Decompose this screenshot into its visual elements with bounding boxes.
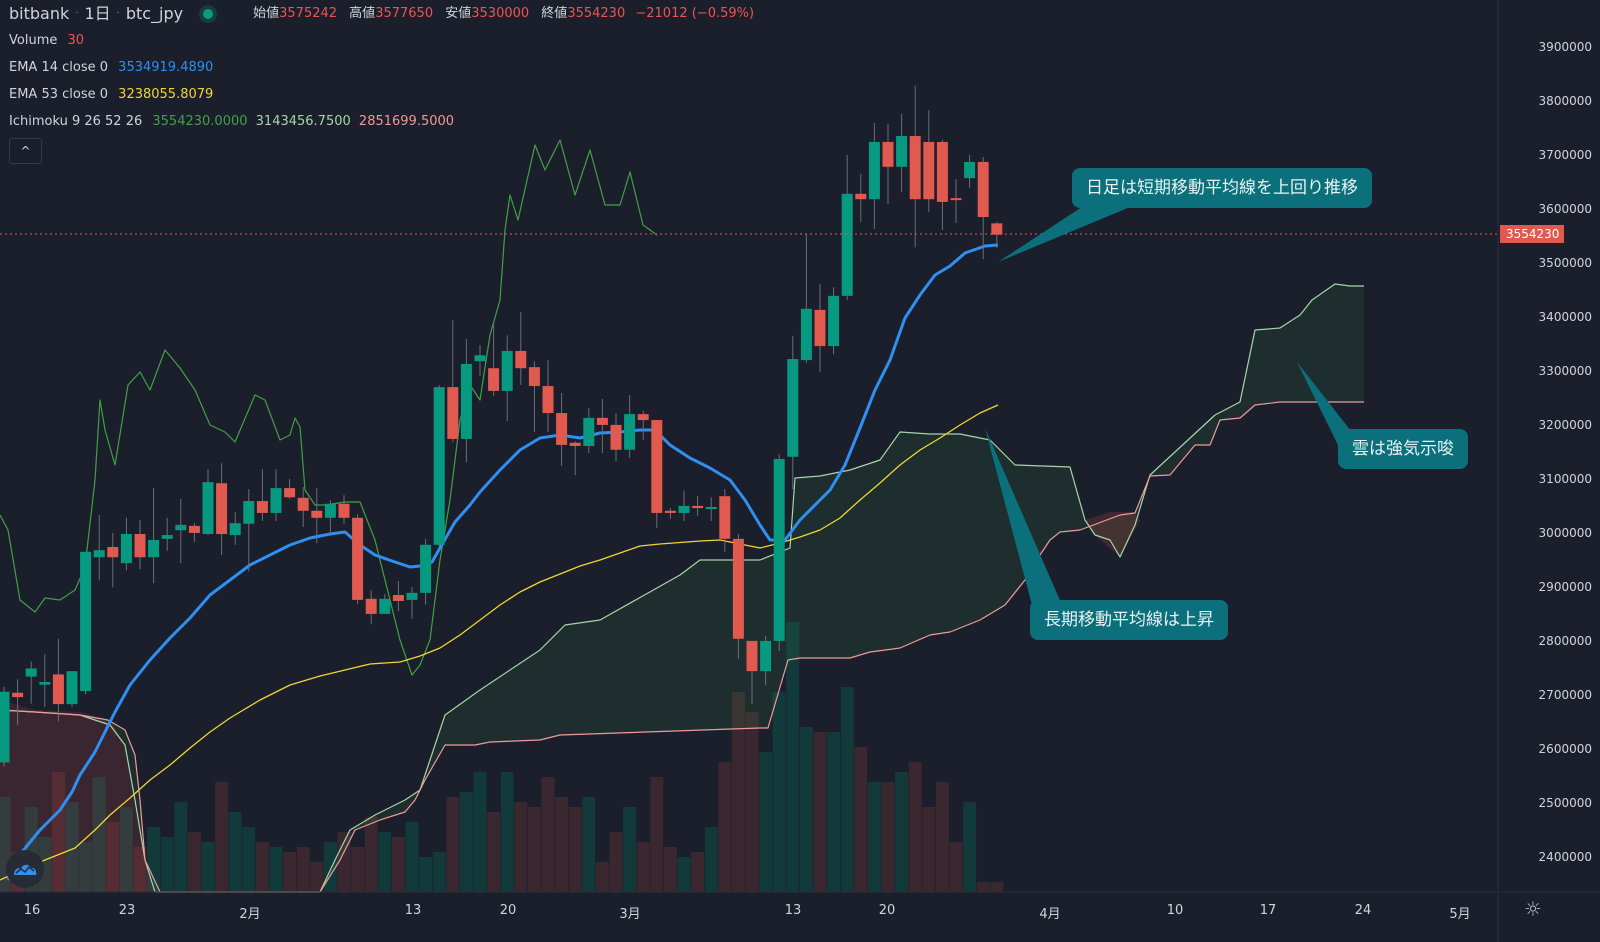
- time-axis-label: 17: [1259, 903, 1277, 918]
- settings-gear-icon[interactable]: ☼: [1524, 897, 1542, 921]
- price-axis-label: 2500000: [1538, 796, 1592, 810]
- time-axis-label: 2月: [239, 907, 261, 922]
- symbol-header[interactable]: bitbank · 1日 · btc_jpy 始値3575242 高値35776…: [9, 0, 754, 27]
- low-value: 3530000: [471, 6, 530, 21]
- legend-ichimoku[interactable]: Ichimoku 9 26 52 26 3554230.0000 3143456…: [9, 114, 455, 129]
- price-axis-label: 2600000: [1538, 742, 1592, 756]
- price-axis-label: 3600000: [1538, 202, 1592, 216]
- interval[interactable]: 1日: [84, 4, 111, 23]
- price-axis-label: 3100000: [1538, 472, 1592, 486]
- change-value: −21012 (−0.59%): [635, 6, 755, 21]
- annotation-short-ema[interactable]: 日足は短期移動平均線を上回り推移: [1072, 168, 1372, 208]
- symbol-name: btc_jpy: [125, 4, 184, 23]
- high-value: 3577650: [375, 6, 434, 21]
- collapse-legend-button[interactable]: ^: [9, 138, 42, 164]
- price-axis-label: 3000000: [1538, 526, 1592, 540]
- time-axis-label: 20: [878, 903, 896, 918]
- price-axis-label: 2700000: [1538, 688, 1592, 702]
- legend-ema53[interactable]: EMA 53 close 0 3238055.8079: [9, 87, 214, 102]
- chart-legend: bitbank · 1日 · btc_jpy 始値3575242 高値35776…: [9, 0, 754, 135]
- price-axis-label: 2800000: [1538, 634, 1592, 648]
- time-axis-label: 13: [784, 903, 802, 918]
- ohlc-values: 始値3575242 高値3577650 安値3530000 終値3554230 …: [253, 6, 755, 21]
- close-value: 3554230: [567, 6, 626, 21]
- price-axis-label: 2900000: [1538, 580, 1592, 594]
- open-value: 3575242: [279, 6, 338, 21]
- tradingview-logo-icon[interactable]: [6, 850, 44, 888]
- annotation-cloud[interactable]: 雲は強気示唆: [1338, 429, 1468, 469]
- market-status-icon: [203, 8, 214, 19]
- ichimoku-cloud: [0, 284, 1364, 892]
- time-axis-label: 5月: [1449, 907, 1471, 922]
- time-axis-label: 16: [23, 903, 41, 918]
- last-price-tag: 3554230: [1500, 225, 1564, 243]
- price-axis-label: 2400000: [1538, 850, 1592, 864]
- candlesticks: [0, 85, 1003, 767]
- annotation-long-ema[interactable]: 長期移動平均線は上昇: [1030, 600, 1228, 640]
- price-axis-label: 3400000: [1538, 310, 1592, 324]
- price-axis-label: 3700000: [1538, 148, 1592, 162]
- time-axis-label: 24: [1354, 903, 1372, 918]
- time-axis-label: 4月: [1039, 907, 1061, 922]
- volume-bars: [0, 622, 1004, 892]
- time-axis-label: 3月: [619, 907, 641, 922]
- time-axis-label: 13: [404, 903, 422, 918]
- legend-ema14[interactable]: EMA 14 close 0 3534919.4890: [9, 60, 214, 75]
- price-axis-label: 3500000: [1538, 256, 1592, 270]
- price-axis-label: 3900000: [1538, 40, 1592, 54]
- legend-volume[interactable]: Volume 30: [9, 33, 85, 48]
- exchange-name: bitbank: [9, 4, 70, 23]
- price-axis-label: 3200000: [1538, 418, 1592, 432]
- chevron-up-icon: ^: [20, 144, 31, 158]
- price-axis-label: 3300000: [1538, 364, 1592, 378]
- time-axis-label: 10: [1166, 903, 1184, 918]
- time-axis-label: 20: [499, 903, 517, 918]
- price-axis-label: 3800000: [1538, 94, 1592, 108]
- callout-pointers: [985, 205, 1362, 605]
- time-axis-label: 23: [118, 903, 136, 918]
